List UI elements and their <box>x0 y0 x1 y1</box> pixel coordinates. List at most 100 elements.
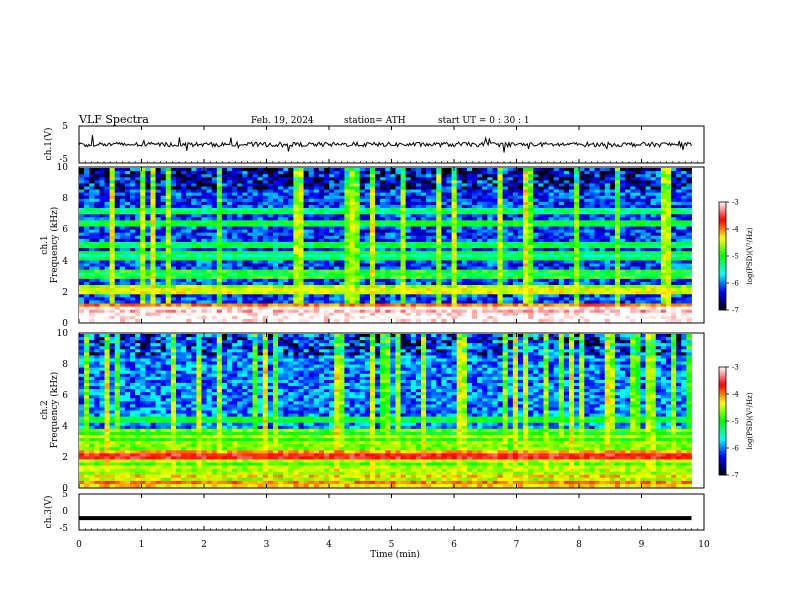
ch1-spectrogram-cell <box>267 315 274 320</box>
ch1-spectrogram-cell <box>272 220 279 224</box>
ch1-spectrogram-cell <box>375 232 381 237</box>
ch1-spectrogram-cell <box>426 285 432 289</box>
ch1-spectrogram-cell <box>196 263 202 267</box>
ch1-spectrogram-cell <box>420 297 427 301</box>
ch1-spectrogram-cell <box>252 241 259 246</box>
ch1-spectrogram-cell <box>456 254 463 258</box>
ch1-spectrogram-cell <box>232 189 238 194</box>
ch1-spectrogram-cell <box>400 238 407 243</box>
ch1-spectrogram-cell <box>303 217 310 221</box>
ch1-spectrogram-cell <box>135 294 141 298</box>
ch1-spectrogram-cell <box>216 211 223 215</box>
ch1-spectrogram-cell <box>175 269 182 274</box>
ch1-spectrogram-cell <box>298 232 304 237</box>
ch1-spectrogram-cell <box>298 257 304 261</box>
ch1-spectrogram-cell <box>114 248 121 252</box>
ch1-spectrogram-cell <box>109 318 116 323</box>
ch1-spectrogram-cell <box>140 272 146 277</box>
ch1-spectrogram-cell <box>329 241 335 246</box>
ch1-spectrogram-cell <box>150 260 156 264</box>
ch1-spectrogram-cell <box>400 235 407 240</box>
ch1-spectrogram-cell <box>94 195 100 200</box>
ch1-spectrogram-cell <box>517 269 524 274</box>
ch1-spectrogram-cell <box>278 309 284 314</box>
ch1-spectrogram-cell <box>456 294 463 298</box>
ch1-spectrogram-cell <box>543 177 549 181</box>
ch1-spectrogram-cell <box>278 186 284 190</box>
ch1-spectrogram-cell <box>237 168 243 172</box>
ch1-spectrogram-cell <box>405 309 412 314</box>
ch1-spectrogram-cell <box>461 217 468 221</box>
ch1-spectrogram-cell <box>492 189 498 194</box>
ch1-spectrogram-cell <box>252 269 259 274</box>
ch1-spectrogram-cell <box>523 174 529 178</box>
ch1-spectrogram-cell <box>405 315 412 320</box>
ch1-spectrogram-cell <box>369 220 376 224</box>
ch1-spectrogram-cell <box>84 168 90 172</box>
ch1-spectrogram-cell <box>247 248 253 252</box>
ch1-spectrogram-cell <box>558 294 565 298</box>
ch1-spectrogram-cell <box>293 266 299 271</box>
ch1-spectrogram-cell <box>232 272 238 277</box>
ch1-spectrogram-cell <box>79 214 85 218</box>
ch1-spectrogram-cell <box>324 278 330 283</box>
ch1-spectrogram-cell <box>130 281 136 286</box>
ch1-spectrogram-cell <box>130 275 136 280</box>
ch1-spectrogram-cell <box>318 211 325 215</box>
ch1-spectrogram-cell <box>84 229 90 234</box>
ch1-spectrogram-cell <box>196 248 202 252</box>
ch1-spectrogram-cell <box>135 288 141 292</box>
ch1-spectrogram-cell <box>548 260 555 264</box>
ch1-spectrogram-cell <box>191 238 197 243</box>
ch1-spectrogram-cell <box>569 198 575 203</box>
ch1-spectrogram-cell <box>364 312 371 317</box>
ch1-spectrogram-cell <box>262 306 269 311</box>
ch1-spectrogram-cell <box>446 278 452 283</box>
ch1-spectrogram-cell <box>548 294 555 298</box>
ch1-spectrogram-cell <box>109 297 116 301</box>
ch1-spectrogram-cell <box>466 309 473 314</box>
ch1-spectrogram-cell <box>94 226 100 230</box>
ch1-spectrogram-cell <box>252 177 259 181</box>
ch1-spectrogram-cell <box>201 201 207 206</box>
ch1-spectrogram-cell <box>237 272 243 277</box>
ch1-spectrogram-cell <box>318 309 325 314</box>
ch1-spectrogram-cell <box>395 217 401 221</box>
ch1-spectrogram-cell <box>84 260 90 264</box>
ch1-spectrogram-cell <box>390 263 396 267</box>
ch1-spectrogram-cell <box>507 278 514 283</box>
ch1-spectrogram-cell <box>334 177 340 181</box>
ch1-spectrogram-cell <box>267 168 274 172</box>
ch1-spectrogram-cell <box>574 229 580 234</box>
ch1-spectrogram-cell <box>114 266 121 271</box>
ch1-spectrogram-cell <box>334 235 340 240</box>
ch1-spectrogram-cell <box>119 232 126 237</box>
ch1-spectrogram-cell <box>155 318 162 323</box>
ch1-spectrogram-cell <box>221 180 228 184</box>
ch1-spectrogram-cell <box>502 238 509 243</box>
ch1-spectrogram-cell <box>512 251 519 255</box>
ch1-spectrogram-cell <box>553 238 560 243</box>
ch1-spectrogram-cell <box>507 174 514 178</box>
ch1-spectrogram-cell <box>517 272 524 277</box>
ch1-spectrogram-cell <box>517 186 524 190</box>
ch1-spectrogram-cell <box>308 300 315 304</box>
ch1-spectrogram-cell <box>165 257 172 261</box>
ch1-spectrogram-cell <box>175 201 182 206</box>
ch1-spectrogram-cell <box>99 180 105 184</box>
ch1-spectrogram-cell <box>538 211 544 215</box>
ch1-spectrogram-cell <box>140 235 146 240</box>
ch1-spectrogram-cell <box>584 226 590 230</box>
ch1-spectrogram-cell <box>385 254 391 258</box>
ch1-spectrogram-cell <box>150 198 156 203</box>
ch1-spectrogram-cell <box>150 275 156 280</box>
ch1-spectrogram-cell <box>472 278 478 283</box>
ch1-spectrogram-cell <box>441 201 447 206</box>
ch1-spectrogram-cell <box>492 260 498 264</box>
ch1-spectrogram-cell <box>303 189 310 194</box>
ch1-spectrogram-cell <box>109 269 116 274</box>
ch1-spectrogram-cell <box>354 288 361 292</box>
ch1-spectrogram-cell <box>191 251 197 255</box>
ch1-spectrogram-cell <box>145 195 151 200</box>
ch1-spectrogram-cell <box>221 300 228 304</box>
